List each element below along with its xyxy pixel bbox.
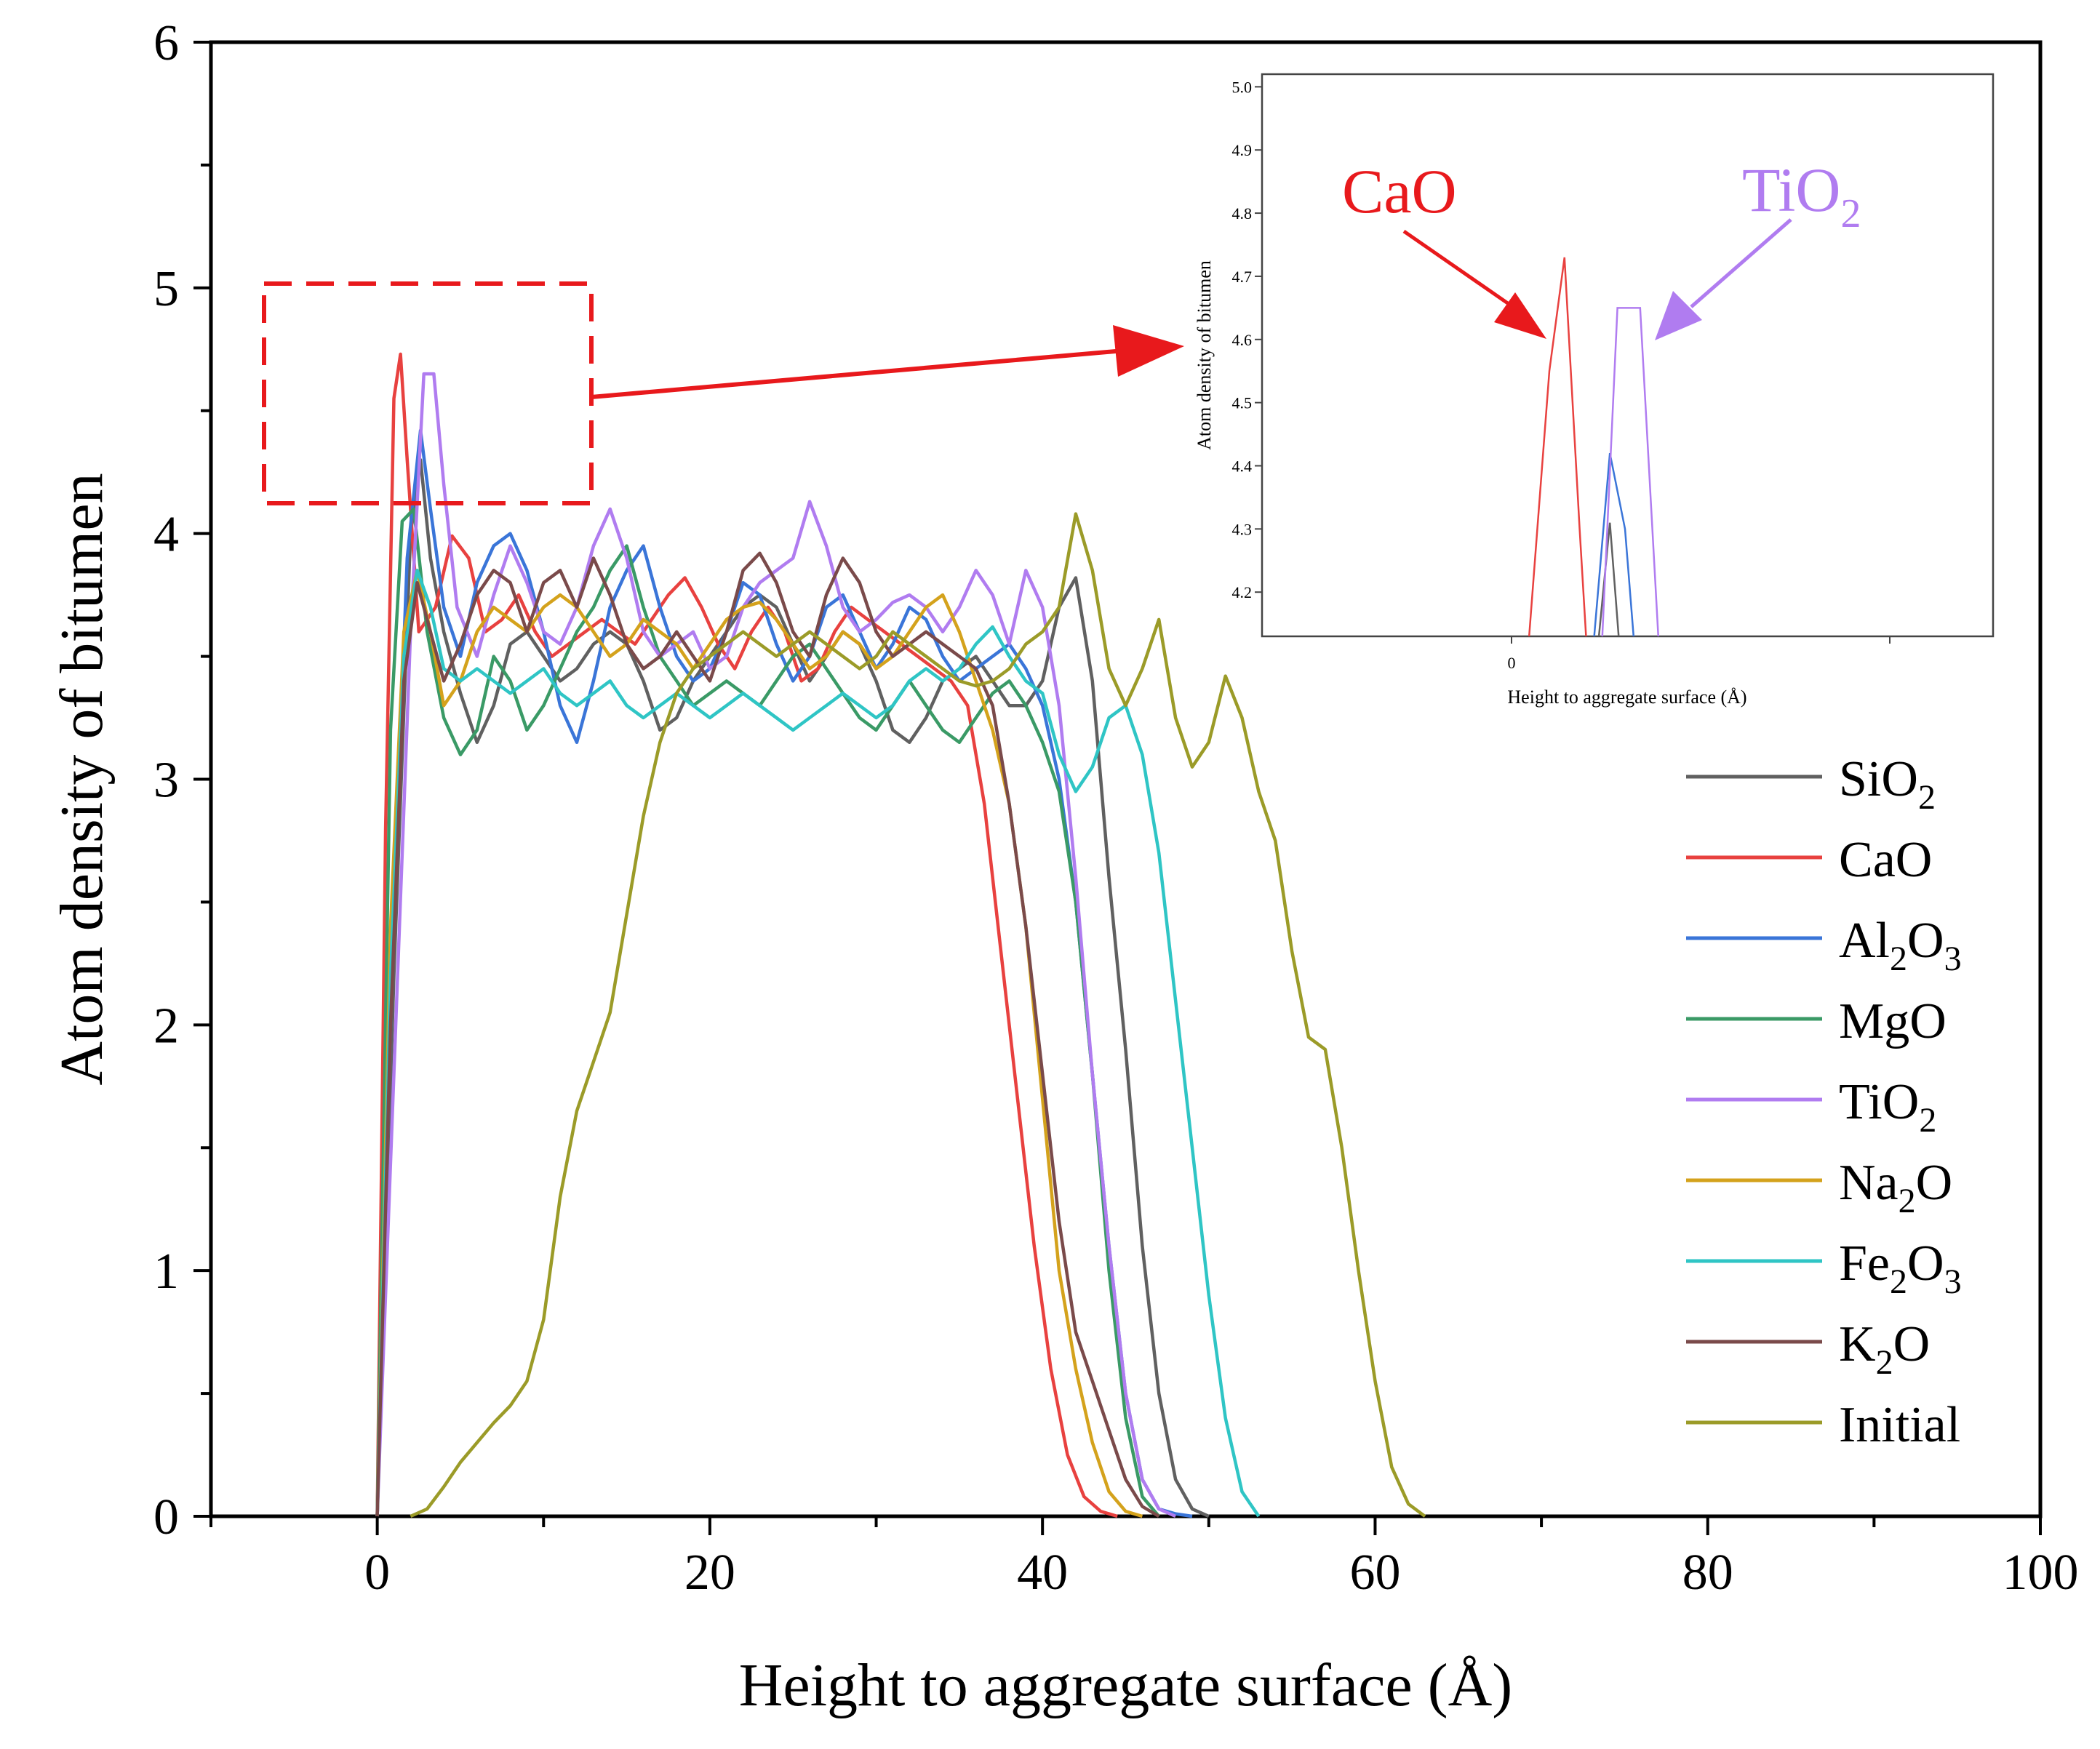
callout-cao: CaO [1342,156,1457,226]
y-axis-title: Atom density of bitumen [48,473,116,1085]
x-tick-label: 100 [2003,1545,2079,1601]
inset-trace [1601,307,1660,636]
series-line-8 [410,512,1426,1518]
y-tick-label: 1 [153,1244,179,1300]
inset-trace [1593,452,1635,636]
legend-subscript: 3 [1944,940,1962,978]
x-tick-label: 60 [1349,1545,1400,1601]
legend-label: Fe2O3 [1839,1236,1962,1301]
callout-arrow-line [1690,218,1792,308]
series-line-1 [375,352,1118,1518]
inset-y-tick-label: 4.9 [1232,141,1253,159]
zoom-arrow-line [591,348,1125,399]
inset-trace [1528,257,1587,636]
legend-text: K [1839,1316,1876,1372]
legend-subscript: 3 [1944,1262,1962,1301]
legend-subscript: 2 [1890,1262,1907,1301]
legend-text: TiO [1839,1074,1919,1130]
x-tick-label: 40 [1017,1545,1068,1601]
y-tick-label: 5 [153,261,179,317]
y-tick-label: 2 [153,998,179,1054]
legend-subscript: 2 [1919,1101,1936,1140]
x-tick-label: 20 [684,1545,735,1601]
zoom-highlight [262,281,1184,505]
inset-y-axis-title: Atom density of bitumen [1194,260,1215,450]
callout-tio2: TiO2 [1742,155,1861,236]
legend-subscript: 2 [1899,1182,1916,1220]
legend-text: O [1893,1316,1931,1372]
legend-subscript: 2 [1876,1343,1893,1382]
legend-text: O [1907,1236,1944,1292]
legend-text: CaO [1839,832,1932,888]
legend-text: MgO [1839,993,1947,1049]
series-line-4 [375,372,1177,1518]
legend-label: Na2O [1839,1155,1952,1220]
legend-text: Initial [1839,1397,1960,1453]
legend-text: SiO [1839,751,1918,807]
legend-label: MgO [1839,993,1947,1049]
inset-plot: 4.2 4.3 4.4 4.5 4.6 4.7 4.8 4.9 5.0 0 Height to ag… [1194,73,1995,708]
legend-label: Initial [1839,1397,1960,1453]
y-tick-label: 6 [153,15,179,71]
series-line-3 [375,507,1160,1518]
y-tick-label: 0 [153,1489,179,1545]
legend-subscript: 2 [1890,940,1907,978]
y-tick-label: 4 [153,507,179,563]
x-tick-label: 0 [364,1545,390,1601]
inset-y-tick-label: 5.0 [1232,78,1253,96]
series-line-2 [375,428,1193,1518]
inset-y-tick-label: 4.8 [1232,204,1253,223]
legend-label: K2O [1839,1316,1930,1382]
inset-x-axis-title: Height to aggregate surface (Å) [1507,687,1746,708]
legend-text: O [1907,913,1944,969]
legend-text: Al [1839,913,1890,969]
callout-arrow-head [1655,291,1702,340]
legend-label: SiO2 [1839,751,1936,817]
inset-y-tick-label: 4.5 [1232,394,1253,412]
legend-label: TiO2 [1839,1074,1936,1140]
callout-subscript: 2 [1841,191,1861,236]
x-tick-label: 80 [1682,1545,1733,1601]
series-line-6 [375,569,1261,1518]
callout-text: TiO [1742,155,1841,225]
series-line-7 [375,551,1160,1518]
callout-arrow-line [1402,229,1514,309]
legend-text: Na [1839,1155,1899,1211]
inset-y-tick-label: 4.2 [1232,583,1253,601]
inset-y-tick-label: 4.4 [1232,457,1253,475]
legend-text: O [1916,1155,1953,1211]
legend-text: Fe [1839,1236,1890,1292]
series-line-0 [375,458,1210,1518]
legend-subscript: 2 [1918,778,1936,817]
inset-frame [1261,73,1995,638]
x-axis-title: Height to aggregate surface (Å) [739,1652,1513,1719]
callout-arrow-head [1494,292,1546,339]
inset-x-tick-label: 0 [1508,654,1516,672]
inset-trace [1597,522,1620,636]
inset-y-tick-label: 4.3 [1232,520,1253,538]
inset-y-tick-label: 4.6 [1232,331,1253,349]
legend-label: CaO [1839,832,1932,888]
zoom-arrow-head [1113,325,1184,377]
inset-y-tick-label: 4.7 [1232,268,1253,286]
highlight-box [262,281,594,505]
legend-label: Al2O3 [1839,913,1962,978]
y-tick-label: 3 [153,753,179,809]
